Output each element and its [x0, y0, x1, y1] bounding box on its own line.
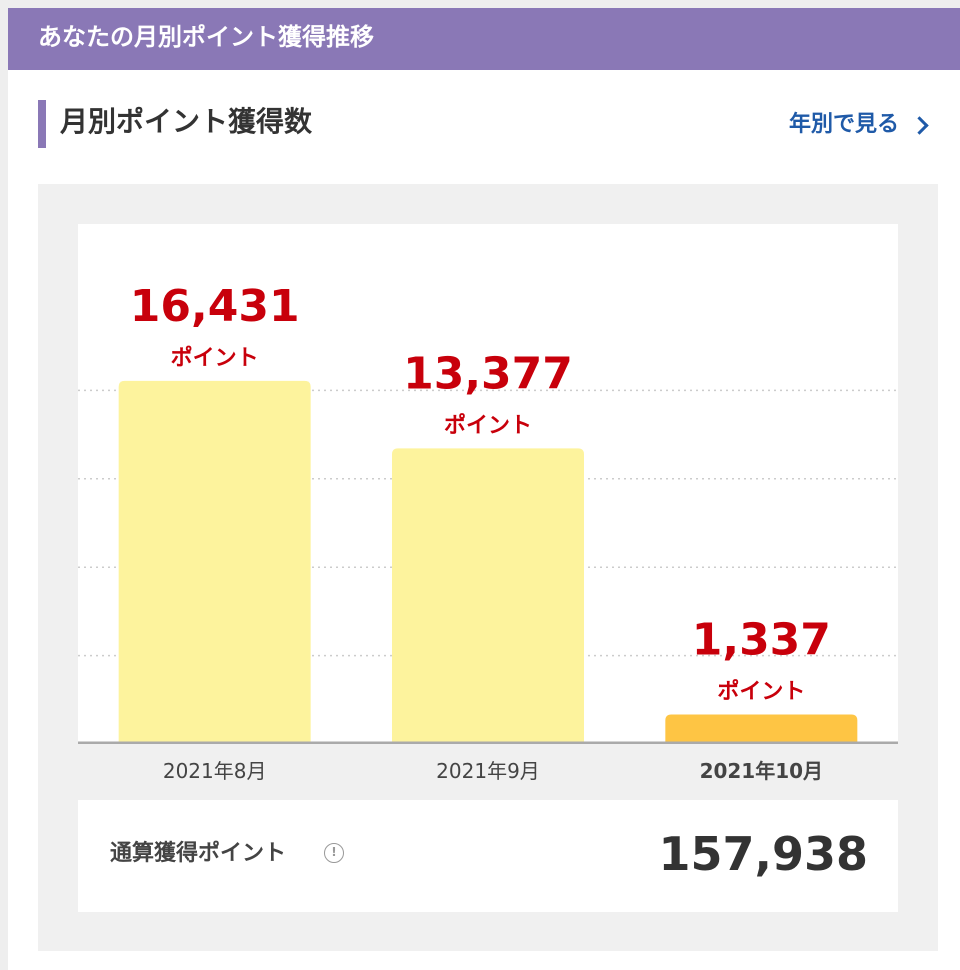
chart-unit-label: ポイント: [444, 412, 532, 438]
chart-panel: 16,431 ポイント 13,377 ポイント 1,337 ポイント 2021年8月 202…: [38, 184, 938, 951]
chart-unit-label: ポイント: [717, 678, 805, 704]
chart-value-label: 1,337: [692, 614, 831, 665]
yearly-view-link[interactable]: 年別で見る: [788, 110, 929, 140]
chart-category-label: 2021年8月: [162, 759, 267, 783]
total-points-box: 通算獲得ポイント ! 157,938: [78, 800, 898, 912]
chart-category-label: 2021年9月: [436, 759, 540, 783]
total-points-label: 通算獲得ポイント: [110, 841, 287, 866]
chart-value-label: 16,431: [130, 281, 300, 332]
chart-bar: [118, 380, 311, 744]
section-accent-bar: [38, 100, 46, 148]
chart-value-label: 13,377: [403, 348, 573, 399]
chevron-right-icon: [910, 115, 929, 135]
yearly-view-label: 年別で見る: [788, 112, 899, 137]
points-card: あなたの月別ポイント獲得推移 月別ポイント獲得数 年別で見る 16,431 ポイン…: [8, 8, 960, 970]
header-title: あなたの月別ポイント獲得推移: [38, 23, 374, 51]
card-header: あなたの月別ポイント獲得推移: [8, 8, 960, 70]
info-circle-icon[interactable]: !: [324, 843, 344, 863]
chart-unit-label: ポイント: [171, 345, 259, 371]
chart-category-label: 2021年10月: [699, 759, 824, 783]
section-title: 月別ポイント獲得数: [60, 105, 313, 138]
total-points-value: 157,938: [658, 827, 868, 881]
monthly-points-chart: 16,431 ポイント 13,377 ポイント 1,337 ポイント: [78, 281, 898, 744]
chart-bar: [665, 714, 858, 744]
chart-area: 16,431 ポイント 13,377 ポイント 1,337 ポイント 2021年8月 202…: [78, 224, 898, 783]
chart-bar: [392, 448, 584, 744]
